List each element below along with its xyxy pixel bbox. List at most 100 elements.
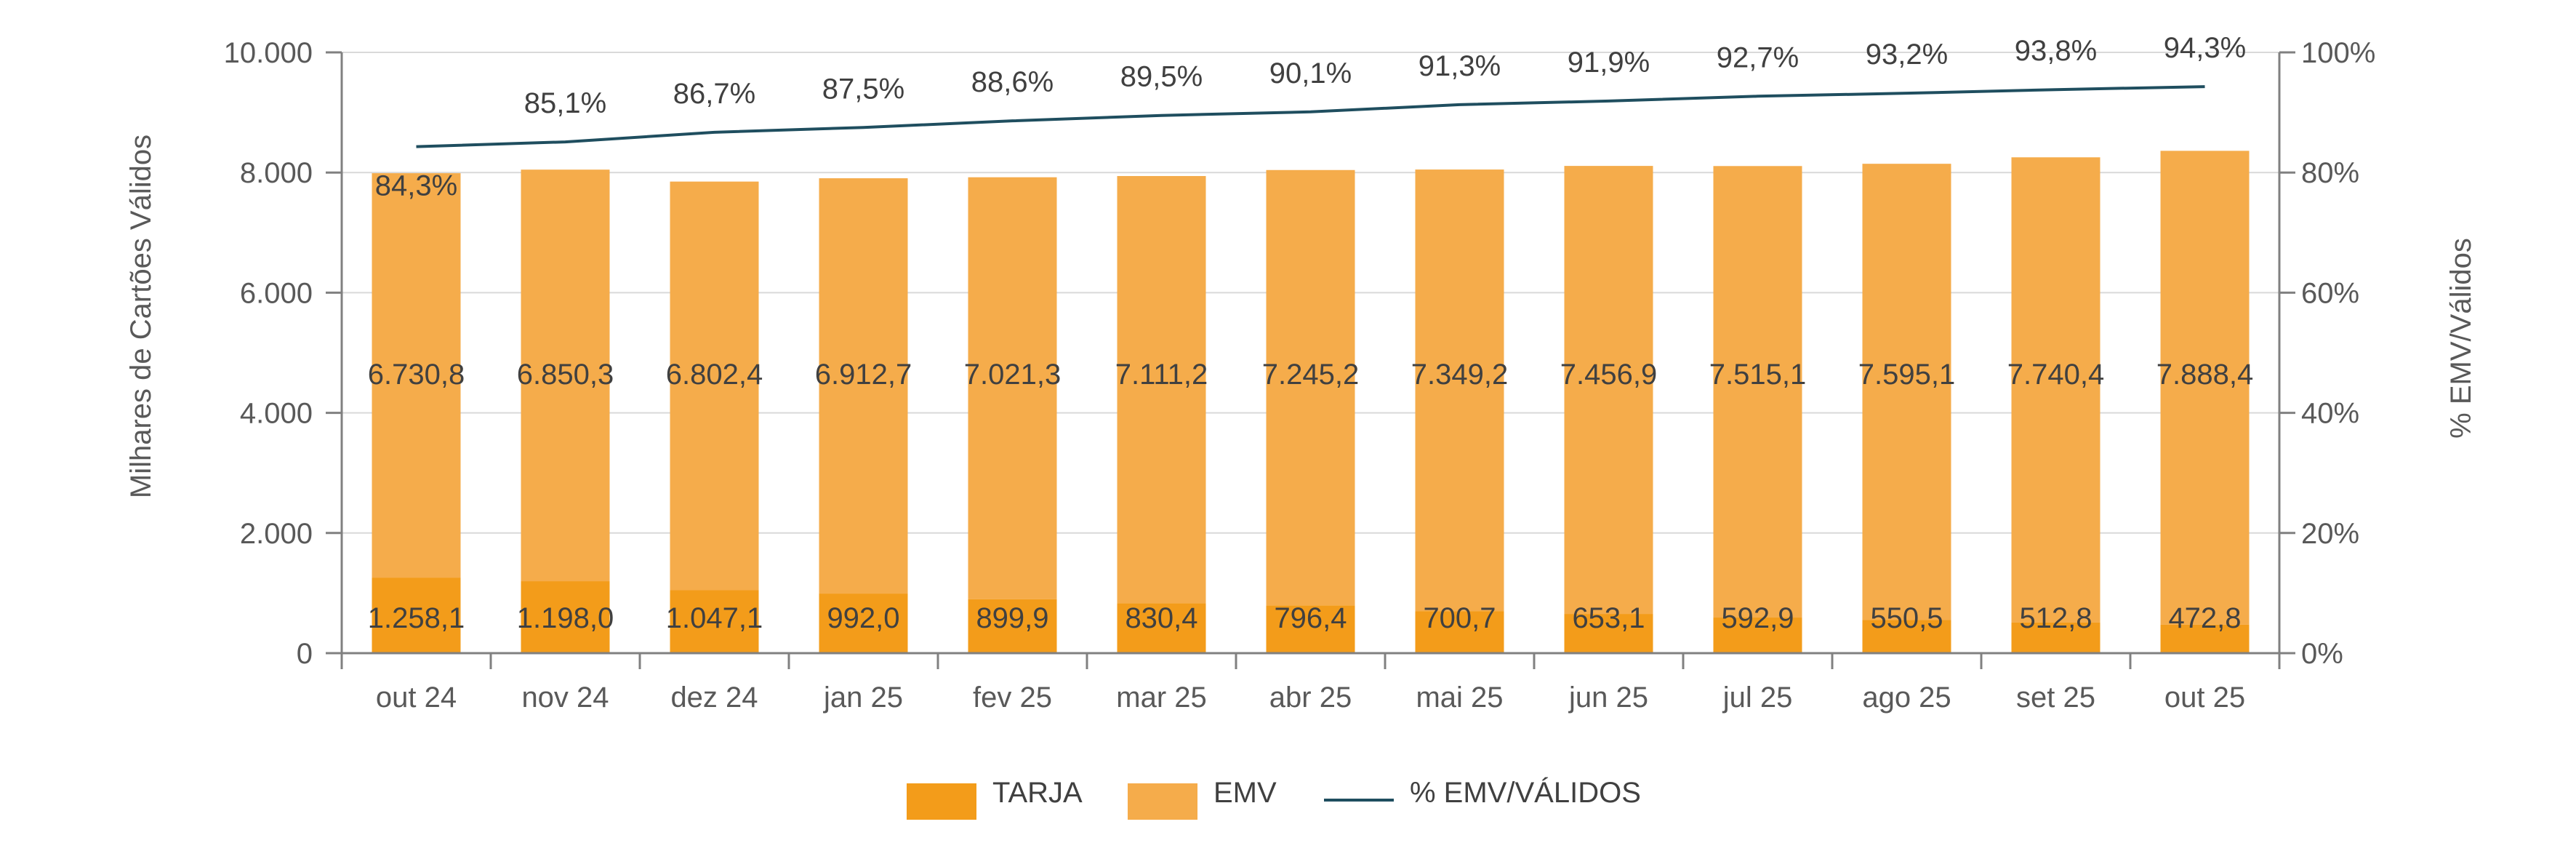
data-label-tarja: 1.258,1 xyxy=(368,602,465,634)
x-tick-label: out 24 xyxy=(376,682,457,714)
bar-emv xyxy=(968,177,1057,599)
y-tick-label: 2.000 xyxy=(240,518,313,550)
data-label-tarja: 992,0 xyxy=(827,602,899,634)
data-label-emv: 6.850,3 xyxy=(517,359,614,391)
data-label-tarja: 899,9 xyxy=(976,602,1048,634)
bar-emv xyxy=(2011,157,2100,623)
data-label-percent: 93,2% xyxy=(1866,39,1948,71)
data-label-emv: 7.595,1 xyxy=(1858,359,1955,391)
x-tick-label: mar 25 xyxy=(1116,682,1207,714)
data-label-percent: 91,3% xyxy=(1419,50,1501,82)
x-tick-label: mai 25 xyxy=(1416,682,1503,714)
bar-emv xyxy=(1415,169,1504,612)
data-label-emv: 7.456,9 xyxy=(1560,359,1657,391)
bar-tarja xyxy=(819,594,908,653)
bar-emv xyxy=(819,178,908,594)
x-tick-label: out 25 xyxy=(2164,682,2245,714)
data-label-emv: 7.021,3 xyxy=(964,359,1061,391)
bar-emv xyxy=(1713,166,1802,618)
bar-emv xyxy=(1564,166,1653,615)
data-label-tarja: 472,8 xyxy=(2168,602,2241,634)
x-tick-label: ago 25 xyxy=(1862,682,1951,714)
y-tick-label: 8.000 xyxy=(240,157,313,189)
y-axis-title: Milhares de Cartões Válidos xyxy=(125,135,157,498)
legend-swatch-tarja xyxy=(907,783,976,820)
bar-emv xyxy=(1266,169,1355,606)
data-label-emv: 7.888,4 xyxy=(2156,359,2253,391)
bar-tarja xyxy=(521,581,610,653)
bar-emv xyxy=(1117,176,1206,604)
bar-tarja xyxy=(372,578,461,653)
bar-emv xyxy=(372,173,461,578)
x-tick-label: fev 25 xyxy=(973,682,1052,714)
y-tick-label: 10.000 xyxy=(224,37,313,69)
y2-tick-label: 80% xyxy=(2301,157,2359,189)
data-label-percent: 87,5% xyxy=(822,73,904,105)
y2-tick-label: 0% xyxy=(2301,638,2343,670)
y2-tick-label: 100% xyxy=(2301,37,2375,69)
data-label-percent: 84,3% xyxy=(375,170,457,202)
x-tick-label: dez 24 xyxy=(670,682,758,714)
data-label-tarja: 592,9 xyxy=(1721,602,1794,634)
data-label-emv: 7.349,2 xyxy=(1411,359,1508,391)
bar-emv xyxy=(521,169,610,582)
bar-tarja xyxy=(968,599,1057,653)
axes: 0 2.000 4.000 6.000 8.000 10.000 0% 20% 40% 60% 80… xyxy=(125,37,2477,714)
data-label-emv: 7.245,2 xyxy=(1262,359,1359,391)
data-label-percent: 92,7% xyxy=(1717,41,1799,73)
x-tick-label: abr 25 xyxy=(1269,682,1352,714)
bar-emv xyxy=(670,181,759,591)
data-label-tarja: 1.198,0 xyxy=(517,602,614,634)
legend-label-emv: EMV xyxy=(1213,777,1277,809)
y2-tick-label: 60% xyxy=(2301,277,2359,309)
legend-label-line: % EMV/VÁLIDOS xyxy=(1410,776,1641,809)
bar-tarja xyxy=(1415,611,1504,653)
bar-emv xyxy=(1862,164,1951,620)
bar-tarja xyxy=(1564,614,1653,653)
data-label-percent: 85,1% xyxy=(524,87,606,119)
data-label-tarja: 512,8 xyxy=(2019,602,2092,634)
legend-swatch-emv xyxy=(1128,783,1197,820)
y-tick-label: 6.000 xyxy=(240,277,313,309)
data-label-tarja: 830,4 xyxy=(1125,602,1197,634)
data-label-percent: 93,8% xyxy=(2015,35,2097,67)
bar-tarja xyxy=(1266,605,1355,653)
x-tick-label: jul 25 xyxy=(1722,682,1793,714)
legend: TARJA EMV % EMV/VÁLIDOS xyxy=(907,776,1641,820)
percent-line xyxy=(416,85,2205,148)
y-tick-label: 0 xyxy=(297,638,313,670)
bars xyxy=(372,151,2250,653)
y2-tick-label: 20% xyxy=(2301,518,2359,550)
bar-tarja xyxy=(1713,618,1802,653)
data-label-emv: 7.111,2 xyxy=(1115,359,1208,391)
y2-axis-title: % EMV/Válidos xyxy=(2445,238,2477,439)
y-tick-label: 4.000 xyxy=(240,398,313,430)
data-label-tarja: 550,5 xyxy=(1870,602,1943,634)
bar-tarja xyxy=(1117,603,1206,653)
data-label-percent: 89,5% xyxy=(1120,61,1203,93)
data-label-emv: 6.912,7 xyxy=(815,359,912,391)
data-label-percent: 91,9% xyxy=(1568,47,1650,79)
line-emv-share xyxy=(416,85,2205,148)
bar-tarja xyxy=(670,590,759,653)
data-label-tarja: 796,4 xyxy=(1274,602,1347,634)
data-label-tarja: 653,1 xyxy=(1572,602,1645,634)
bar-tarja xyxy=(1862,620,1951,653)
bar-emv xyxy=(2160,151,2250,625)
x-tick-label: jan 25 xyxy=(823,682,903,714)
data-labels: 1.258,1 6.730,8 84,3% 1.198,0 6.850,3 85,1% 1.… xyxy=(368,32,2253,634)
data-label-tarja: 700,7 xyxy=(1423,602,1496,634)
x-tick-label: nov 24 xyxy=(521,682,609,714)
legend-label-tarja: TARJA xyxy=(992,777,1083,809)
data-label-tarja: 1.047,1 xyxy=(666,602,763,634)
data-label-percent: 88,6% xyxy=(971,66,1054,98)
data-label-emv: 7.740,4 xyxy=(2007,359,2104,391)
data-label-emv: 6.802,4 xyxy=(666,359,763,391)
data-label-emv: 7.515,1 xyxy=(1709,359,1806,391)
data-label-percent: 94,3% xyxy=(2164,32,2246,64)
data-label-percent: 90,1% xyxy=(1269,57,1352,89)
x-tick-label: set 25 xyxy=(2016,682,2095,714)
bar-tarja xyxy=(2011,622,2100,653)
y2-tick-label: 40% xyxy=(2301,398,2359,430)
